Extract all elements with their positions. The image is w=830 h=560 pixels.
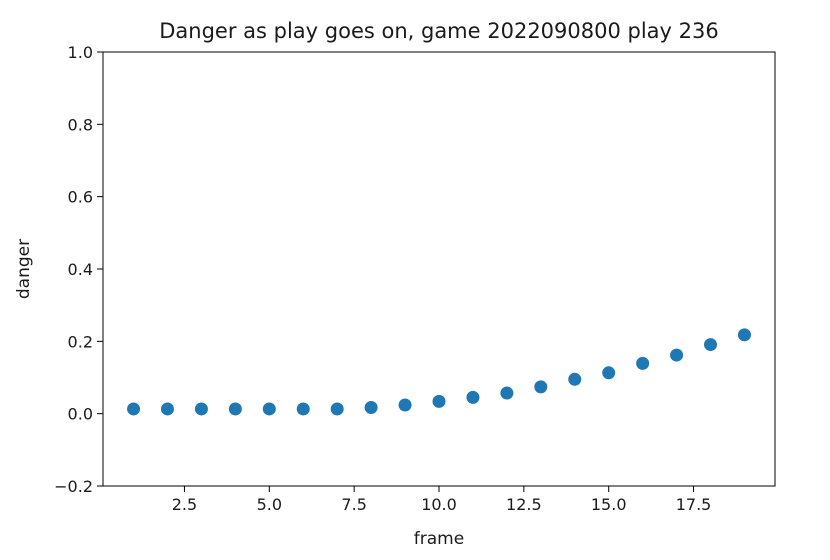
data-point [160,402,174,416]
chart-title: Danger as play goes on, game 2022090800 … [159,19,719,43]
data-point [398,398,412,412]
data-point [737,328,751,342]
y-tick-label: 0.6 [68,188,93,207]
x-tick-label: 17.5 [676,495,712,514]
y-tick-label: 0.0 [68,405,93,424]
data-point [330,402,344,416]
data-point [364,401,378,415]
y-axis-label: danger [14,239,34,299]
data-point [568,372,582,386]
data-points [127,328,751,416]
x-tick-label: 7.5 [341,495,366,514]
data-point [127,402,141,416]
data-point [194,402,208,416]
x-axis: 2.5 5.0 7.5 10.0 12.5 15.0 17.5 [172,486,712,514]
y-tick-label: 0.8 [68,115,93,134]
plot-area [102,51,776,487]
y-tick-label: 1.0 [68,43,93,62]
x-tick-label: 5.0 [257,495,282,514]
data-point [602,366,616,380]
data-point [636,356,650,370]
data-point [262,402,276,416]
y-axis: −0.2 0.0 0.2 0.4 0.6 0.8 1.0 [54,43,103,496]
data-point [466,390,480,404]
x-tick-label: 12.5 [506,495,542,514]
data-point [670,348,684,362]
data-point [534,380,548,394]
data-point [500,386,514,400]
data-point [704,338,718,352]
data-point [296,402,310,416]
x-tick-label: 2.5 [172,495,197,514]
y-tick-label: 0.2 [68,332,93,351]
y-tick-label: −0.2 [54,477,93,496]
data-point [228,402,242,416]
x-tick-label: 15.0 [591,495,627,514]
y-tick-label: 0.4 [68,260,93,279]
x-tick-label: 10.0 [421,495,457,514]
data-point [432,394,446,408]
x-axis-label: frame [414,529,464,549]
